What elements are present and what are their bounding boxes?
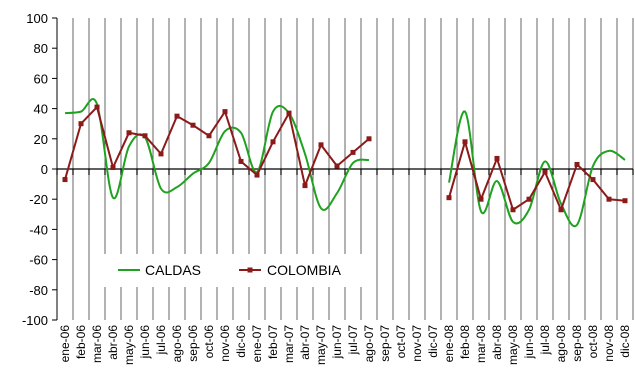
x-axis-ticks: ene-06 feb-06 mar-06 abr-06 may-06 jun-06 jul-… <box>56 169 634 365</box>
data-point-colombia <box>366 136 372 142</box>
y-tick-label: 80 <box>34 41 48 56</box>
x-tick-label: mar-07 <box>282 325 296 363</box>
x-tick-label: nov-08 <box>602 325 616 362</box>
x-tick-label: sep-07 <box>378 325 392 362</box>
x-tick-label: ene-06 <box>58 325 72 363</box>
y-tick-label: -60 <box>29 253 48 268</box>
data-point-colombia <box>462 139 468 145</box>
legend-label-colombia: COLOMBIA <box>267 262 342 278</box>
x-tick-label: abr-06 <box>106 325 120 360</box>
data-point-colombia <box>318 142 324 148</box>
x-tick-label: jul-08 <box>538 325 552 356</box>
series-line-colombia <box>64 106 370 187</box>
x-tick-label: mar-08 <box>474 325 488 363</box>
data-point-colombia <box>254 172 260 178</box>
x-tick-label: nov-06 <box>218 325 232 362</box>
y-tick-label: 40 <box>34 102 48 117</box>
x-tick-label: sep-06 <box>186 325 200 362</box>
x-tick-label: mar-06 <box>90 325 104 363</box>
y-tick-label: -40 <box>29 222 48 237</box>
y-tick-label: -80 <box>29 283 48 298</box>
x-tick-label: feb-07 <box>266 325 280 359</box>
y-tick-label: -100 <box>22 313 48 328</box>
x-tick-label: abr-08 <box>490 325 504 360</box>
data-point-colombia <box>622 198 628 204</box>
legend-marker-colombia <box>247 267 253 273</box>
x-tick-label: jun-06 <box>138 325 152 360</box>
legend-label-caldas: CALDAS <box>145 262 201 278</box>
data-point-colombia <box>478 196 484 202</box>
x-tick-label: abr-07 <box>298 325 312 360</box>
data-point-colombia <box>94 104 100 110</box>
x-tick-label: ene-08 <box>442 325 456 363</box>
x-tick-label: dic-06 <box>234 325 248 358</box>
data-point-colombia <box>62 177 68 183</box>
data-point-colombia <box>350 149 356 155</box>
legend-box <box>102 254 374 287</box>
x-tick-label: may-06 <box>122 325 136 365</box>
y-tick-label: -20 <box>29 192 48 207</box>
data-point-colombia <box>494 155 500 161</box>
x-tick-label: feb-06 <box>74 325 88 359</box>
data-point-colombia <box>158 151 164 157</box>
data-point-colombia <box>334 163 340 169</box>
y-axis-ticks: 100 80 60 40 20 0 -20 -40 -60 -80 -100 <box>22 11 57 328</box>
x-tick-label: ene-07 <box>250 325 264 363</box>
x-tick-label: jul-07 <box>346 325 360 356</box>
y-tick-label: 20 <box>34 132 48 147</box>
data-point-colombia <box>302 183 308 189</box>
data-point-colombia <box>78 121 84 127</box>
x-tick-label: nov-07 <box>410 325 424 362</box>
x-tick-label: sep-08 <box>570 325 584 362</box>
x-tick-label: may-08 <box>506 325 520 365</box>
data-point-colombia <box>126 130 132 136</box>
data-point-colombia <box>270 139 276 145</box>
data-point-colombia <box>190 122 196 128</box>
data-point-colombia <box>558 207 564 213</box>
data-point-colombia <box>238 158 244 164</box>
x-tick-label: jun-07 <box>330 325 344 360</box>
series-line-caldas <box>64 97 370 211</box>
series-line-caldas <box>448 110 626 228</box>
data-point-colombia <box>286 110 292 116</box>
x-tick-label: dic-08 <box>618 325 632 358</box>
x-tick-label: ago-07 <box>362 325 376 363</box>
x-tick-label: feb-08 <box>458 325 472 359</box>
data-point-colombia <box>142 133 148 139</box>
data-point-colombia <box>174 113 180 119</box>
x-tick-label: dic-07 <box>426 325 440 358</box>
x-tick-label: jun-08 <box>522 325 536 360</box>
x-tick-label: oct-07 <box>394 325 408 359</box>
data-point-colombia <box>606 196 612 202</box>
data-point-colombia <box>222 109 228 115</box>
data-point-colombia <box>510 207 516 213</box>
data-point-colombia <box>526 196 532 202</box>
data-point-colombia <box>574 161 580 167</box>
x-tick-label: oct-08 <box>586 325 600 359</box>
data-point-colombia <box>110 164 116 170</box>
x-tick-label: ago-08 <box>554 325 568 363</box>
data-point-colombia <box>542 169 548 175</box>
y-tick-label: 0 <box>41 162 48 177</box>
series-line-colombia <box>448 140 626 211</box>
y-tick-label: 100 <box>26 11 48 26</box>
data-point-colombia <box>590 177 596 183</box>
data-point-colombia <box>446 195 452 201</box>
x-tick-label: ago-06 <box>170 325 184 363</box>
x-tick-label: may-07 <box>314 325 328 365</box>
x-tick-label: jul-06 <box>154 325 168 356</box>
data-point-colombia <box>206 133 212 139</box>
series-layer <box>62 97 628 228</box>
x-tick-label: oct-06 <box>202 325 216 359</box>
y-tick-label: 60 <box>34 71 48 86</box>
legend: CALDAS COLOMBIA <box>102 254 374 287</box>
